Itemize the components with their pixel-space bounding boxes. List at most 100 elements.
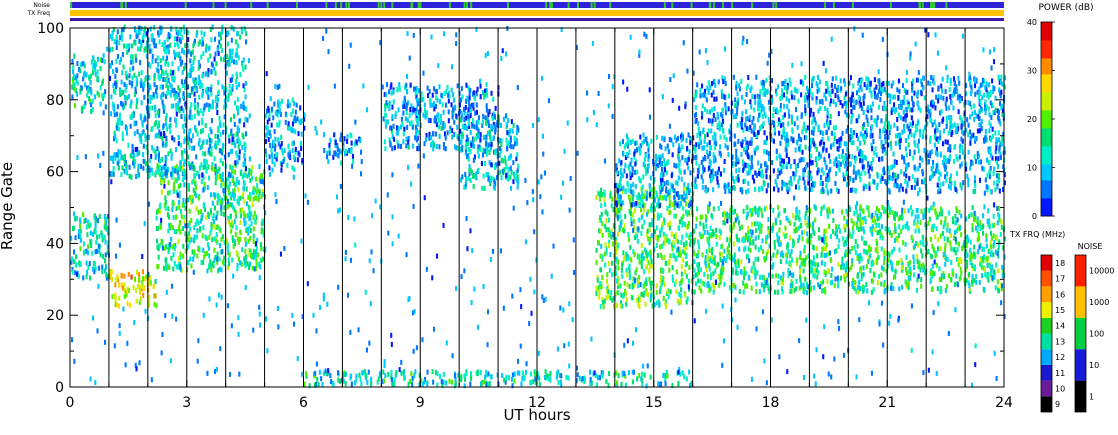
- echo-pixel: [599, 281, 602, 287]
- echo-pixel: [132, 284, 135, 290]
- echo-pixel: [850, 233, 853, 239]
- echo-pixel: [415, 133, 418, 139]
- echo-pixel: [754, 209, 757, 215]
- echo-pixel: [190, 68, 193, 74]
- echo-pixel: [611, 260, 614, 266]
- echo-pixel: [683, 191, 686, 197]
- echo-pixel: [210, 61, 213, 67]
- echo-pixel: [192, 85, 195, 91]
- echo-pixel: [957, 258, 960, 264]
- echo-pixel: [756, 256, 759, 262]
- echo-pixel: [216, 200, 219, 206]
- echo-pixel: [861, 219, 864, 225]
- echo-pixel: [663, 181, 666, 187]
- echo-pixel: [201, 128, 204, 134]
- echo-pixel: [985, 233, 988, 239]
- echo-pixel: [89, 73, 92, 79]
- echo-pixel: [860, 272, 863, 278]
- echo-pixel: [736, 270, 739, 276]
- echo-pixel: [197, 247, 200, 253]
- echo-pixel: [98, 214, 101, 220]
- echo-pixel: [405, 105, 408, 111]
- echo-pixel: [129, 302, 132, 308]
- echo-pixel: [167, 85, 170, 91]
- echo-pixel: [233, 140, 236, 146]
- echo-pixel: [670, 173, 673, 179]
- echo-pixel: [688, 149, 691, 155]
- echo-pixel: [132, 160, 135, 166]
- echo-pixel: [433, 101, 436, 107]
- echo-pixel: [262, 228, 265, 234]
- echo-pixel: [132, 156, 135, 162]
- echo-pixel: [200, 260, 203, 266]
- echo-pixel: [842, 224, 845, 230]
- echo-pixel: [333, 132, 336, 138]
- echo-pixel: [901, 267, 904, 273]
- echo-pixel: [671, 242, 674, 248]
- echo-pixel: [472, 105, 475, 111]
- echo-pixel: [252, 253, 255, 259]
- echo-pixel: [98, 92, 101, 98]
- echo-pixel: [781, 289, 784, 295]
- echo-pixel: [101, 93, 104, 99]
- echo-pixel: [283, 147, 286, 153]
- echo-pixel: [636, 238, 639, 244]
- echo-pixel: [623, 280, 626, 286]
- echo-pixel: [231, 223, 234, 229]
- echo-pixel: [189, 72, 192, 78]
- echo-pixel: [196, 104, 199, 110]
- echo-pixel: [916, 208, 919, 214]
- echo-pixel: [208, 175, 211, 181]
- echo-pixel: [678, 161, 681, 167]
- echo-pixel: [245, 131, 248, 137]
- echo-pixel: [101, 57, 104, 63]
- echo-pixel: [485, 82, 488, 88]
- echo-pixel: [145, 161, 148, 167]
- echo-pixel: [183, 29, 186, 35]
- echo-pixel: [950, 180, 953, 186]
- echo-pixel: [835, 224, 838, 230]
- echo-pixel: [485, 120, 488, 126]
- echo-pixel: [809, 259, 812, 265]
- echo-pixel: [177, 92, 180, 98]
- echo-pixel: [110, 94, 113, 100]
- echo-pixel: [224, 183, 227, 189]
- echo-pixel: [608, 217, 611, 223]
- echo-pixel: [230, 128, 233, 134]
- echo-pixel: [165, 141, 168, 147]
- echo-pixel: [456, 134, 459, 140]
- echo-pixel: [646, 232, 649, 238]
- echo-pixel: [171, 174, 174, 180]
- echo-pixel: [723, 248, 726, 254]
- echo-pixel: [427, 117, 430, 123]
- echo-pixel: [860, 256, 863, 262]
- echo-pixel: [262, 220, 265, 226]
- echo-pixel: [169, 129, 172, 135]
- echo-pixel: [233, 113, 236, 119]
- echo-pixel: [91, 107, 94, 113]
- noise-strip-tick: [775, 2, 778, 8]
- echo-pixel: [952, 247, 955, 253]
- echo-pixel: [260, 229, 263, 235]
- echo-pixel: [647, 147, 650, 153]
- echo-pixel: [744, 270, 747, 276]
- echo-pixel: [509, 135, 512, 141]
- echo-pixel: [881, 265, 884, 271]
- echo-pixel: [167, 206, 170, 212]
- echo-pixel: [84, 217, 87, 223]
- echo-pixel: [495, 148, 498, 154]
- echo-pixel: [402, 100, 405, 106]
- echo-pixel: [155, 215, 158, 221]
- echo-pixel: [236, 266, 239, 272]
- echo-pixel: [712, 112, 715, 118]
- echo-pixel: [645, 288, 648, 294]
- echo-pixel: [615, 211, 618, 217]
- echo-pixel: [132, 59, 135, 65]
- echo-pixel: [664, 196, 667, 202]
- echo-pixel: [644, 301, 647, 307]
- echo-pixel: [972, 213, 975, 219]
- echo-pixel: [277, 99, 280, 105]
- echo-pixel: [294, 109, 297, 115]
- echo-pixel: [290, 112, 293, 118]
